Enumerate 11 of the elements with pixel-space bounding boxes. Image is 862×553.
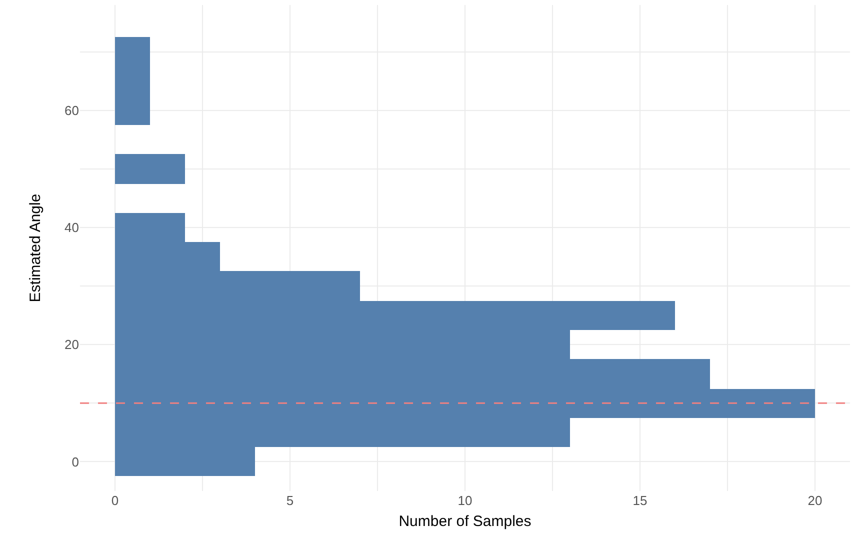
x-tick-label: 5	[286, 493, 294, 508]
x-tick-label: 15	[632, 493, 648, 508]
y-tick-label: 0	[72, 454, 79, 470]
x-tick-label: 20	[808, 493, 822, 508]
y-tick-label: 40	[64, 220, 79, 236]
x-tick-label: 0	[111, 493, 119, 508]
y-axis-title: Estimated Angle	[26, 194, 44, 302]
x-axis-title: Number of Samples	[398, 513, 532, 530]
x-tick-label: 10	[458, 493, 472, 508]
y-tick-label: 20	[64, 337, 79, 352]
y-tick-label: 60	[64, 102, 79, 118]
